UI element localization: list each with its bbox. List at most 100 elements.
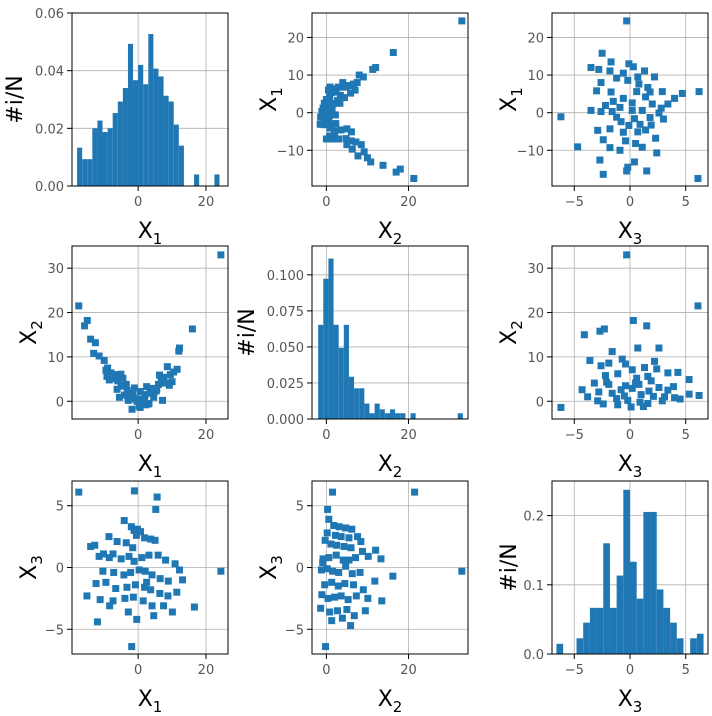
scatter-point bbox=[338, 83, 346, 91]
scatter-point bbox=[99, 567, 107, 575]
scatter-point bbox=[595, 388, 603, 396]
scatter-point bbox=[128, 405, 136, 413]
scatter-point bbox=[348, 145, 356, 153]
scatter-point bbox=[102, 578, 110, 586]
scatter-point bbox=[337, 533, 345, 541]
scatter-point bbox=[646, 88, 654, 96]
scatter-point bbox=[605, 380, 613, 388]
scatter-point bbox=[168, 378, 176, 386]
scatter-point bbox=[321, 581, 329, 589]
scatter-point bbox=[637, 391, 645, 399]
scatter-point bbox=[319, 559, 327, 567]
scatter-point bbox=[110, 568, 118, 576]
scatter-point bbox=[173, 588, 181, 596]
scatter-point bbox=[318, 108, 326, 116]
axes-frame bbox=[311, 12, 469, 187]
scatter-point bbox=[148, 571, 156, 579]
x-tick-label: 0 bbox=[134, 663, 142, 678]
scatter-point bbox=[361, 607, 369, 615]
histogram-bar bbox=[374, 403, 380, 419]
scatter-point bbox=[121, 594, 129, 602]
scatter-point bbox=[342, 135, 350, 143]
scatter-point bbox=[584, 393, 592, 401]
x-axis-label: X1 bbox=[138, 219, 163, 248]
y-tick-label: 0 bbox=[296, 562, 304, 577]
scatter-point bbox=[83, 592, 91, 600]
y-axis-label-base: X bbox=[257, 565, 282, 580]
scatter-point bbox=[335, 568, 343, 576]
scatter-point bbox=[609, 97, 617, 105]
scatter-point bbox=[607, 88, 615, 96]
scatter-point bbox=[636, 398, 644, 406]
scatter-point bbox=[157, 377, 165, 385]
histogram-bar bbox=[359, 388, 365, 419]
scatter-point bbox=[598, 49, 606, 57]
y-tick-label: 10 bbox=[527, 351, 544, 366]
scatter-point bbox=[325, 515, 333, 523]
scatter-point bbox=[595, 65, 603, 73]
scatter-point bbox=[138, 554, 146, 562]
scatter-point bbox=[633, 374, 641, 382]
scatter-point bbox=[608, 389, 616, 397]
scatter-point bbox=[371, 577, 379, 585]
scatter-point bbox=[325, 115, 333, 123]
scatter-point bbox=[81, 322, 89, 330]
scatter-point bbox=[332, 551, 340, 559]
scatter-point bbox=[171, 560, 179, 568]
x-tick-label: −5 bbox=[565, 663, 584, 678]
scatter-point bbox=[117, 555, 125, 563]
histogram-bar bbox=[589, 607, 597, 654]
scatter-point bbox=[142, 401, 150, 409]
y-tick-label: 0.06 bbox=[35, 7, 64, 22]
y-tick-label: 10 bbox=[287, 69, 304, 84]
scatter-point bbox=[596, 327, 604, 335]
y-axis-label-subscript: 3 bbox=[28, 555, 46, 565]
scatter-point bbox=[155, 371, 163, 379]
y-tick-label: 30 bbox=[47, 262, 64, 277]
scatter-point bbox=[355, 71, 363, 79]
histogram-bar bbox=[556, 643, 564, 654]
x-tick-label: 20 bbox=[198, 663, 215, 678]
histogram-bar bbox=[390, 409, 396, 419]
scatter-point bbox=[634, 128, 642, 136]
histogram-bar bbox=[163, 95, 169, 186]
scatter-point bbox=[629, 63, 637, 71]
x-axis-label-subscript: 1 bbox=[153, 463, 163, 481]
x-axis-label: X1 bbox=[138, 687, 163, 712]
scatter-point bbox=[644, 399, 652, 407]
histogram-bar bbox=[696, 633, 704, 654]
x-axis-label-subscript: 2 bbox=[393, 230, 403, 248]
scatter-point bbox=[105, 533, 113, 541]
y-axis-label: #i/N bbox=[235, 308, 260, 356]
x-axis-label-base: X bbox=[618, 452, 633, 477]
scatter-point bbox=[594, 126, 602, 134]
scatter-point bbox=[91, 339, 99, 347]
scatter-point bbox=[619, 128, 627, 136]
x-axis-label-subscript: 2 bbox=[393, 698, 403, 712]
scatter-point bbox=[642, 93, 650, 101]
scatter-point bbox=[574, 143, 582, 151]
histogram-bar bbox=[630, 561, 637, 654]
scatter-point bbox=[369, 65, 377, 73]
scatter-point bbox=[695, 391, 703, 399]
scatter-point bbox=[607, 58, 615, 66]
scatter-point bbox=[630, 158, 638, 166]
axes-frame bbox=[71, 245, 229, 420]
histogram-bar bbox=[138, 64, 144, 186]
scatter-point bbox=[114, 377, 122, 385]
scatter-point bbox=[217, 251, 225, 259]
scatter-point bbox=[372, 546, 380, 554]
y-axis-label: X1 bbox=[257, 87, 286, 112]
histogram-bar bbox=[670, 622, 677, 654]
scatter-point bbox=[628, 106, 636, 114]
histogram-bar bbox=[384, 413, 390, 419]
scatter-point bbox=[327, 120, 335, 128]
scatter-point bbox=[127, 523, 135, 531]
scatter-point bbox=[624, 163, 632, 171]
scatter-point bbox=[122, 380, 130, 388]
x-axis-label-base: X bbox=[138, 219, 153, 244]
scatter-point bbox=[634, 344, 642, 352]
scatter-point bbox=[599, 400, 607, 408]
scatter-point bbox=[336, 99, 344, 107]
